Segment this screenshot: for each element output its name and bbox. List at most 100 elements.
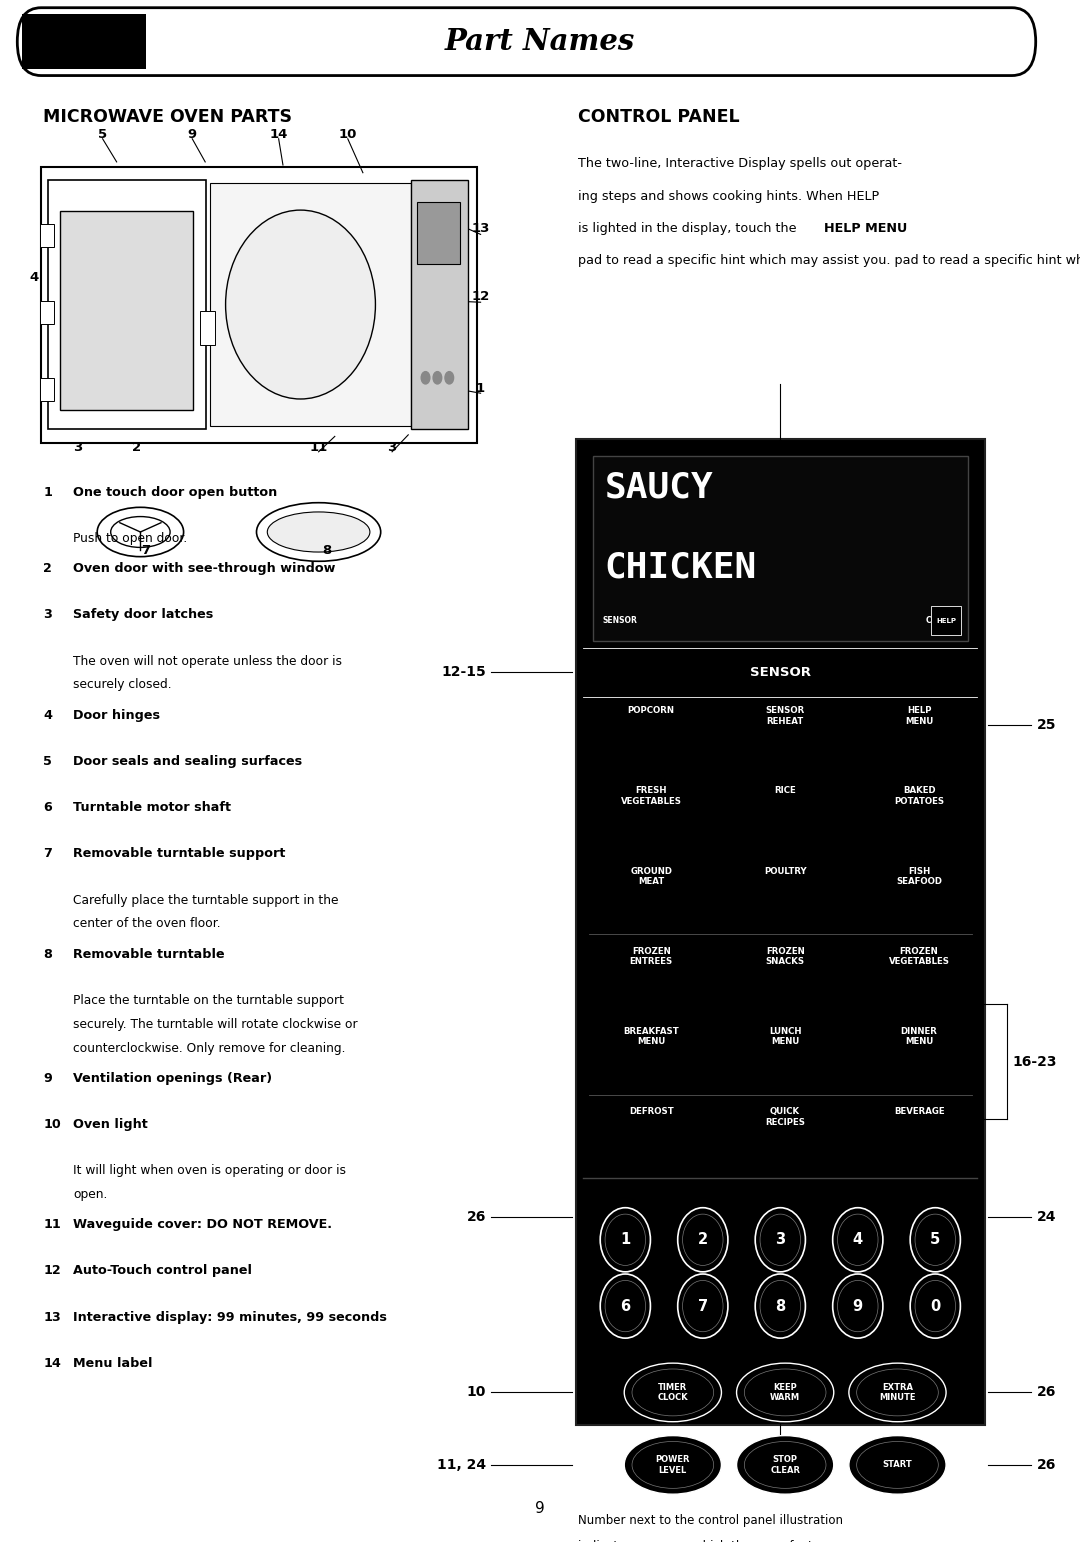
Text: FROZEN
VEGETABLES: FROZEN VEGETABLES	[889, 947, 949, 967]
Text: 2: 2	[698, 1232, 707, 1247]
Ellipse shape	[683, 1214, 724, 1266]
Text: 4: 4	[30, 271, 39, 284]
Text: 8: 8	[323, 544, 332, 557]
Ellipse shape	[915, 1280, 956, 1332]
Text: BAKED
POTATOES: BAKED POTATOES	[894, 786, 944, 806]
Text: FROZEN
ENTREES: FROZEN ENTREES	[630, 947, 673, 967]
Text: 1: 1	[476, 382, 485, 395]
Text: 26: 26	[1037, 1457, 1056, 1473]
FancyBboxPatch shape	[576, 439, 985, 1425]
Text: The oven will not operate unless the door is: The oven will not operate unless the doo…	[73, 654, 342, 668]
Ellipse shape	[838, 1280, 878, 1332]
Text: Safety door latches: Safety door latches	[73, 608, 214, 621]
Text: 7: 7	[43, 848, 52, 860]
Text: TIMER
CLOCK: TIMER CLOCK	[658, 1383, 688, 1402]
Ellipse shape	[755, 1207, 806, 1272]
Text: 0: 0	[930, 1298, 941, 1314]
Text: 12: 12	[43, 1264, 60, 1277]
Text: KEEP
WARM: KEEP WARM	[770, 1383, 800, 1402]
Text: 6: 6	[231, 271, 240, 284]
FancyBboxPatch shape	[60, 211, 193, 410]
Ellipse shape	[910, 1207, 960, 1272]
Text: 3: 3	[73, 441, 82, 453]
Ellipse shape	[915, 1214, 956, 1266]
Ellipse shape	[849, 1363, 946, 1422]
Text: counterclockwise. Only remove for cleaning.: counterclockwise. Only remove for cleani…	[73, 1042, 346, 1055]
Text: The two-line, Interactive Display spells out operat-: The two-line, Interactive Display spells…	[578, 157, 902, 170]
Ellipse shape	[624, 1436, 721, 1494]
Text: 7: 7	[141, 544, 150, 557]
Text: 10: 10	[43, 1118, 60, 1130]
Text: center of the oven floor.: center of the oven floor.	[73, 917, 221, 930]
Text: 10: 10	[338, 128, 357, 140]
Text: Interactive display: 99 minutes, 99 seconds: Interactive display: 99 minutes, 99 seco…	[73, 1311, 388, 1323]
Circle shape	[421, 372, 430, 384]
Text: 12: 12	[472, 290, 489, 302]
Text: POULTRY: POULTRY	[764, 867, 807, 876]
Ellipse shape	[744, 1369, 826, 1416]
Text: 24: 24	[1037, 1209, 1056, 1224]
Text: 10: 10	[771, 1462, 789, 1476]
Circle shape	[445, 372, 454, 384]
Text: 13: 13	[43, 1311, 60, 1323]
FancyBboxPatch shape	[41, 167, 477, 443]
Text: 5: 5	[98, 128, 107, 140]
FancyBboxPatch shape	[931, 606, 961, 635]
Ellipse shape	[760, 1280, 800, 1332]
Text: Door seals and sealing surfaces: Door seals and sealing surfaces	[73, 754, 302, 768]
Text: 9: 9	[853, 1298, 863, 1314]
FancyBboxPatch shape	[22, 14, 146, 69]
Ellipse shape	[678, 1207, 728, 1272]
Text: 14: 14	[269, 128, 288, 140]
Text: 25: 25	[1037, 717, 1056, 732]
Ellipse shape	[605, 1280, 646, 1332]
Text: securely closed.: securely closed.	[73, 678, 172, 691]
FancyBboxPatch shape	[210, 183, 411, 426]
Text: 1: 1	[43, 486, 52, 498]
Text: SAUCY: SAUCY	[605, 470, 714, 504]
Text: Oven light: Oven light	[73, 1118, 148, 1130]
FancyBboxPatch shape	[593, 456, 968, 641]
Text: HELP: HELP	[936, 618, 956, 623]
Text: ing steps and shows cooking hints. When HELP: ing steps and shows cooking hints. When …	[578, 190, 879, 202]
Ellipse shape	[683, 1280, 724, 1332]
Bar	[200, 311, 215, 345]
Text: 5: 5	[930, 1232, 941, 1247]
Ellipse shape	[760, 1214, 800, 1266]
Text: 26: 26	[467, 1209, 486, 1224]
FancyBboxPatch shape	[48, 180, 206, 429]
Ellipse shape	[624, 1363, 721, 1422]
Text: Push to open door.: Push to open door.	[73, 532, 188, 544]
Text: 8: 8	[43, 947, 52, 961]
Text: STOP
CLEAR: STOP CLEAR	[770, 1456, 800, 1474]
Bar	[40, 301, 54, 324]
Text: Turntable motor shaft: Turntable motor shaft	[73, 802, 231, 814]
Ellipse shape	[737, 1436, 834, 1494]
Text: Place the turntable on the turntable support: Place the turntable on the turntable sup…	[73, 995, 345, 1007]
Text: DEFROST: DEFROST	[629, 1107, 674, 1116]
Text: 3: 3	[388, 441, 396, 453]
Ellipse shape	[856, 1442, 939, 1488]
Text: indicates pages on which there are feature: indicates pages on which there are featu…	[578, 1540, 832, 1542]
Text: 11, 24: 11, 24	[437, 1457, 486, 1473]
Text: 11: 11	[43, 1218, 60, 1231]
Text: HELP MENU: HELP MENU	[824, 222, 907, 234]
Text: RICE: RICE	[774, 786, 796, 796]
Text: 7: 7	[698, 1298, 707, 1314]
Text: 2: 2	[132, 441, 140, 453]
Text: 6: 6	[43, 802, 52, 814]
Ellipse shape	[849, 1436, 946, 1494]
Text: 1: 1	[620, 1232, 631, 1247]
FancyBboxPatch shape	[17, 8, 1036, 76]
Text: SENSOR: SENSOR	[750, 666, 811, 678]
Text: 4: 4	[43, 708, 52, 722]
Text: pad to read a specific hint which may assist you. pad to read a specific hint wh: pad to read a specific hint which may as…	[578, 254, 1080, 267]
Text: BREAKFAST
MENU: BREAKFAST MENU	[623, 1027, 679, 1047]
FancyBboxPatch shape	[411, 180, 468, 429]
Text: COOK: COOK	[926, 615, 950, 625]
Bar	[40, 224, 54, 247]
Text: 9: 9	[535, 1500, 545, 1516]
Text: START: START	[882, 1460, 913, 1470]
Ellipse shape	[856, 1369, 939, 1416]
Text: 3: 3	[43, 608, 52, 621]
